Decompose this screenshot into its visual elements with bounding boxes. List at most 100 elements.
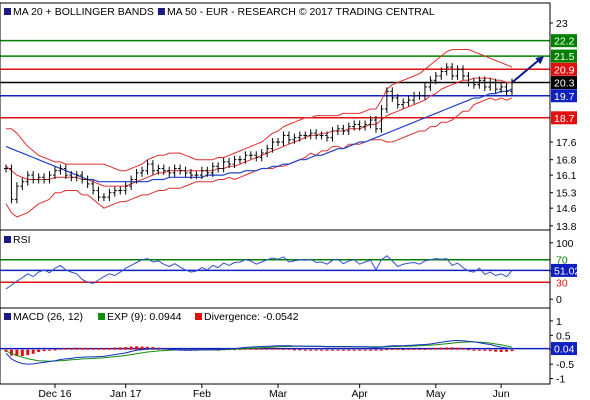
divergence-bar bbox=[466, 349, 470, 351]
divergence-bar bbox=[396, 348, 400, 350]
divergence-bar bbox=[243, 348, 247, 350]
price-axis-tick-label: 16.1 bbox=[556, 170, 577, 182]
divergence-bar bbox=[314, 349, 318, 351]
divergence-bar bbox=[461, 348, 465, 350]
rsi-axis-tick-label: 0 bbox=[556, 294, 562, 306]
price-panel-frame bbox=[0, 2, 551, 231]
x-axis-tick-label: Dec 16 bbox=[38, 388, 71, 400]
price-level-label: 18.7 bbox=[554, 113, 575, 125]
x-axis: Dec 16 Jan 17 Feb Mar Apr May Jun bbox=[38, 384, 510, 400]
divergence-bar bbox=[135, 346, 139, 350]
divergence-bar bbox=[86, 347, 90, 350]
rsi-panel-frame bbox=[0, 229, 551, 309]
divergence-bar bbox=[15, 349, 19, 357]
divergence-bar bbox=[20, 349, 24, 357]
divergence-bar bbox=[494, 349, 498, 352]
divergence-bar bbox=[58, 348, 62, 350]
divergence-bar bbox=[434, 347, 438, 350]
price-level-label: 21.5 bbox=[554, 51, 575, 63]
divergence-bar bbox=[407, 348, 411, 350]
price-axis-tick-label: 13.8 bbox=[556, 221, 577, 233]
divergence-bar bbox=[352, 349, 356, 351]
macd-legend: MACD (26, 12) EXP (9): 0.0944 Divergence… bbox=[4, 311, 299, 323]
divergence-bar bbox=[64, 348, 68, 350]
divergence-bar bbox=[450, 347, 454, 350]
divergence-bar bbox=[281, 348, 285, 350]
price-level-badge bbox=[551, 111, 577, 125]
exp-line bbox=[5, 341, 513, 362]
price-level-badge bbox=[551, 49, 577, 63]
divergence-bar bbox=[385, 349, 389, 351]
macd-axis-tick-label: -1 bbox=[556, 374, 565, 386]
price-axis-tick-label: 23 bbox=[556, 18, 568, 30]
divergence-bar bbox=[80, 347, 84, 350]
legend-swatch-ma20 bbox=[4, 8, 11, 15]
macd-panel-frame bbox=[0, 307, 551, 385]
divergence-bar bbox=[249, 348, 253, 350]
divergence-bar bbox=[271, 348, 275, 350]
price-axis-tick-label: 15.3 bbox=[556, 188, 577, 200]
price-level-badge bbox=[551, 76, 577, 90]
macd-axis-tick-label: 1 bbox=[556, 316, 562, 328]
divergence-bar bbox=[53, 349, 57, 351]
bollinger-upper-line bbox=[6, 49, 513, 172]
price-axis-tick-label: 14.6 bbox=[556, 203, 577, 215]
divergence-bar bbox=[31, 349, 35, 354]
divergence-bar bbox=[9, 349, 13, 356]
rsi-level-label: 51.02 bbox=[554, 265, 580, 277]
bollinger-lower-line bbox=[5, 97, 513, 218]
x-axis-tick-label: Apr bbox=[351, 388, 368, 400]
divergence-bar bbox=[390, 348, 394, 350]
divergence-bar bbox=[145, 346, 149, 350]
x-axis-tick-label: May bbox=[426, 388, 447, 400]
divergence-bar bbox=[124, 347, 128, 350]
price-panel: 13.8 14.6 15.3 16.1 16.8 17.6 23 22.2 21.520.9 20… bbox=[0, 2, 577, 233]
rsi-level-label: 30 bbox=[556, 277, 568, 289]
ma20-line bbox=[5, 77, 512, 187]
divergence-bar bbox=[260, 348, 264, 350]
divergence-bar bbox=[309, 349, 313, 351]
x-axis-tick-label: Feb bbox=[193, 388, 211, 400]
divergence-bar bbox=[48, 349, 52, 351]
divergence-bar bbox=[233, 349, 237, 351]
divergence-bar bbox=[341, 349, 345, 351]
divergence-bar bbox=[276, 348, 280, 350]
divergence-bar bbox=[336, 349, 340, 351]
divergence-bar bbox=[320, 349, 324, 351]
price-level-badge bbox=[551, 89, 577, 103]
divergence-bar bbox=[42, 349, 46, 352]
divergence-bar bbox=[91, 348, 95, 350]
divergence-bar bbox=[254, 348, 258, 350]
price-level-label: 19.7 bbox=[554, 91, 575, 103]
divergence-bar bbox=[363, 349, 367, 351]
legend-divergence-label: Divergence: -0.0542 bbox=[204, 311, 299, 323]
divergence-bar bbox=[358, 349, 362, 351]
divergence-bar bbox=[37, 349, 41, 353]
divergence-bar bbox=[129, 346, 133, 350]
rsi-legend: RSI bbox=[4, 234, 31, 246]
divergence-bar bbox=[374, 349, 378, 351]
divergence-bar bbox=[379, 349, 383, 351]
legend-exp-label: EXP (9): 0.0944 bbox=[107, 311, 182, 323]
projection-arrow-line bbox=[511, 58, 541, 84]
divergence-bar bbox=[325, 349, 329, 351]
legend-swatch-exp bbox=[98, 313, 105, 320]
legend-swatch-rsi bbox=[4, 236, 11, 243]
divergence-bar bbox=[303, 349, 307, 351]
divergence-bar bbox=[510, 349, 514, 352]
price-level-badge bbox=[551, 62, 577, 76]
rsi-line bbox=[5, 255, 513, 290]
divergence-bar bbox=[418, 348, 422, 350]
divergence-bar bbox=[4, 349, 8, 352]
divergence-bar bbox=[69, 348, 73, 350]
divergence-bar bbox=[483, 349, 487, 351]
divergence-bar bbox=[428, 348, 432, 350]
divergence-bar bbox=[216, 349, 220, 351]
x-axis-tick-label: Jun bbox=[493, 388, 510, 400]
projection-arrow-head bbox=[535, 56, 544, 65]
macd-axis-tick-label: 0.5 bbox=[556, 330, 571, 342]
divergence-bar bbox=[505, 349, 509, 352]
rsi-axis-tick-label: 100 bbox=[556, 238, 574, 250]
divergence-bar bbox=[140, 346, 144, 350]
